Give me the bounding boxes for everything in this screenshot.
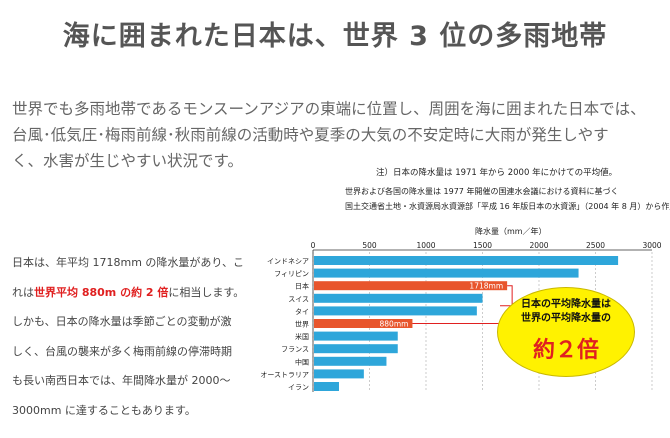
data-label: 1718mm	[469, 282, 503, 291]
intro-paragraph: 世界でも多雨地帯であるモンスーンアジアの東端に位置し、周囲を海に囲まれた日本では…	[12, 96, 662, 174]
category-label: スイス	[288, 295, 309, 303]
chart-source-note: 世界および各国の降水量は 1977 年開催の国連水会議における資料に基づく	[345, 187, 619, 196]
category-label: 日本	[295, 282, 309, 291]
bar	[314, 256, 619, 265]
bar	[314, 306, 477, 316]
bar	[314, 319, 413, 328]
bar	[314, 281, 508, 291]
x-tick-label: 1500	[473, 241, 492, 250]
x-axis-label: 降水量（mm／年）	[475, 226, 547, 236]
intro-line: 世界でも多雨地帯であるモンスーンアジアの東端に位置し、周囲を海に囲まれた日本では…	[12, 100, 646, 118]
category-label: 世界	[295, 320, 309, 329]
x-tick-label: 500	[362, 241, 377, 250]
category-label: イラン	[288, 384, 309, 392]
body-line: 日本は、年平均 1718mm の降水量があり、こ	[12, 256, 244, 269]
body-line: れは	[12, 285, 34, 299]
x-tick-label: 2500	[586, 241, 605, 250]
category-label: フランス	[281, 346, 309, 354]
bar	[314, 382, 339, 391]
category-label: タイ	[295, 307, 309, 316]
intro-line: く、水害が生じやすい状況です。	[12, 152, 243, 170]
category-label: インドネシア	[267, 258, 309, 266]
chart-note: 注）日本の降水量は 1971 年から 2000 年にかけての平均値。	[376, 168, 618, 178]
bar	[314, 293, 483, 303]
body-line: に相当します。	[168, 285, 245, 299]
x-tick-label: 2000	[529, 241, 548, 250]
category-label: オーストラリア	[260, 371, 309, 379]
x-tick-label: 1000	[416, 241, 435, 250]
intro-line: 台風･低気圧･梅雨前線･秋雨前線の活動時や夏季の大気の不安定時に大雨が発生しやす	[12, 126, 609, 144]
category-label: 中国	[295, 357, 309, 366]
bar	[314, 344, 398, 354]
category-label: 米国	[295, 332, 309, 341]
chart-source-note: 国土交通省土地・水資源局水資源部「平成 16 年版日本の水資源」（2004 年 …	[345, 202, 670, 211]
x-tick-label: 3000	[642, 241, 661, 250]
callout-emphasis: 約２倍	[532, 337, 599, 363]
body-line: 3000mm に達することもあります。	[12, 403, 196, 417]
body-line: も長い南西日本では、年間降水量が 2000～	[12, 374, 231, 387]
data-label: 880mm	[380, 320, 409, 329]
x-tick-label: 0	[311, 241, 316, 250]
highlight-text: 世界平均 880m の約 2 倍	[34, 285, 169, 299]
bar	[314, 356, 387, 366]
page-title: 海に囲まれた日本は、世界 3 位の多雨地帯	[62, 21, 608, 52]
body-paragraph: 日本は、年平均 1718mm の降水量があり、こ れは世界平均 880m の約 …	[12, 248, 250, 425]
callout-line: 世界の平均降水量の	[521, 313, 611, 324]
category-label: フィリピン	[274, 270, 309, 278]
bar	[314, 268, 579, 278]
body-line: しく、台風の襲来が多く梅雨前線の停滞時期	[12, 344, 232, 358]
callout-line: 日本の平均降水量は	[521, 299, 611, 310]
bar	[314, 369, 364, 379]
bar	[314, 331, 398, 341]
body-line: しかも、日本の降水量は季節ごとの変動が激	[12, 315, 232, 328]
callout-pointer	[500, 285, 513, 307]
callout-bubble: 日本の平均降水量は 世界の平均降水量の 約２倍	[497, 287, 635, 377]
